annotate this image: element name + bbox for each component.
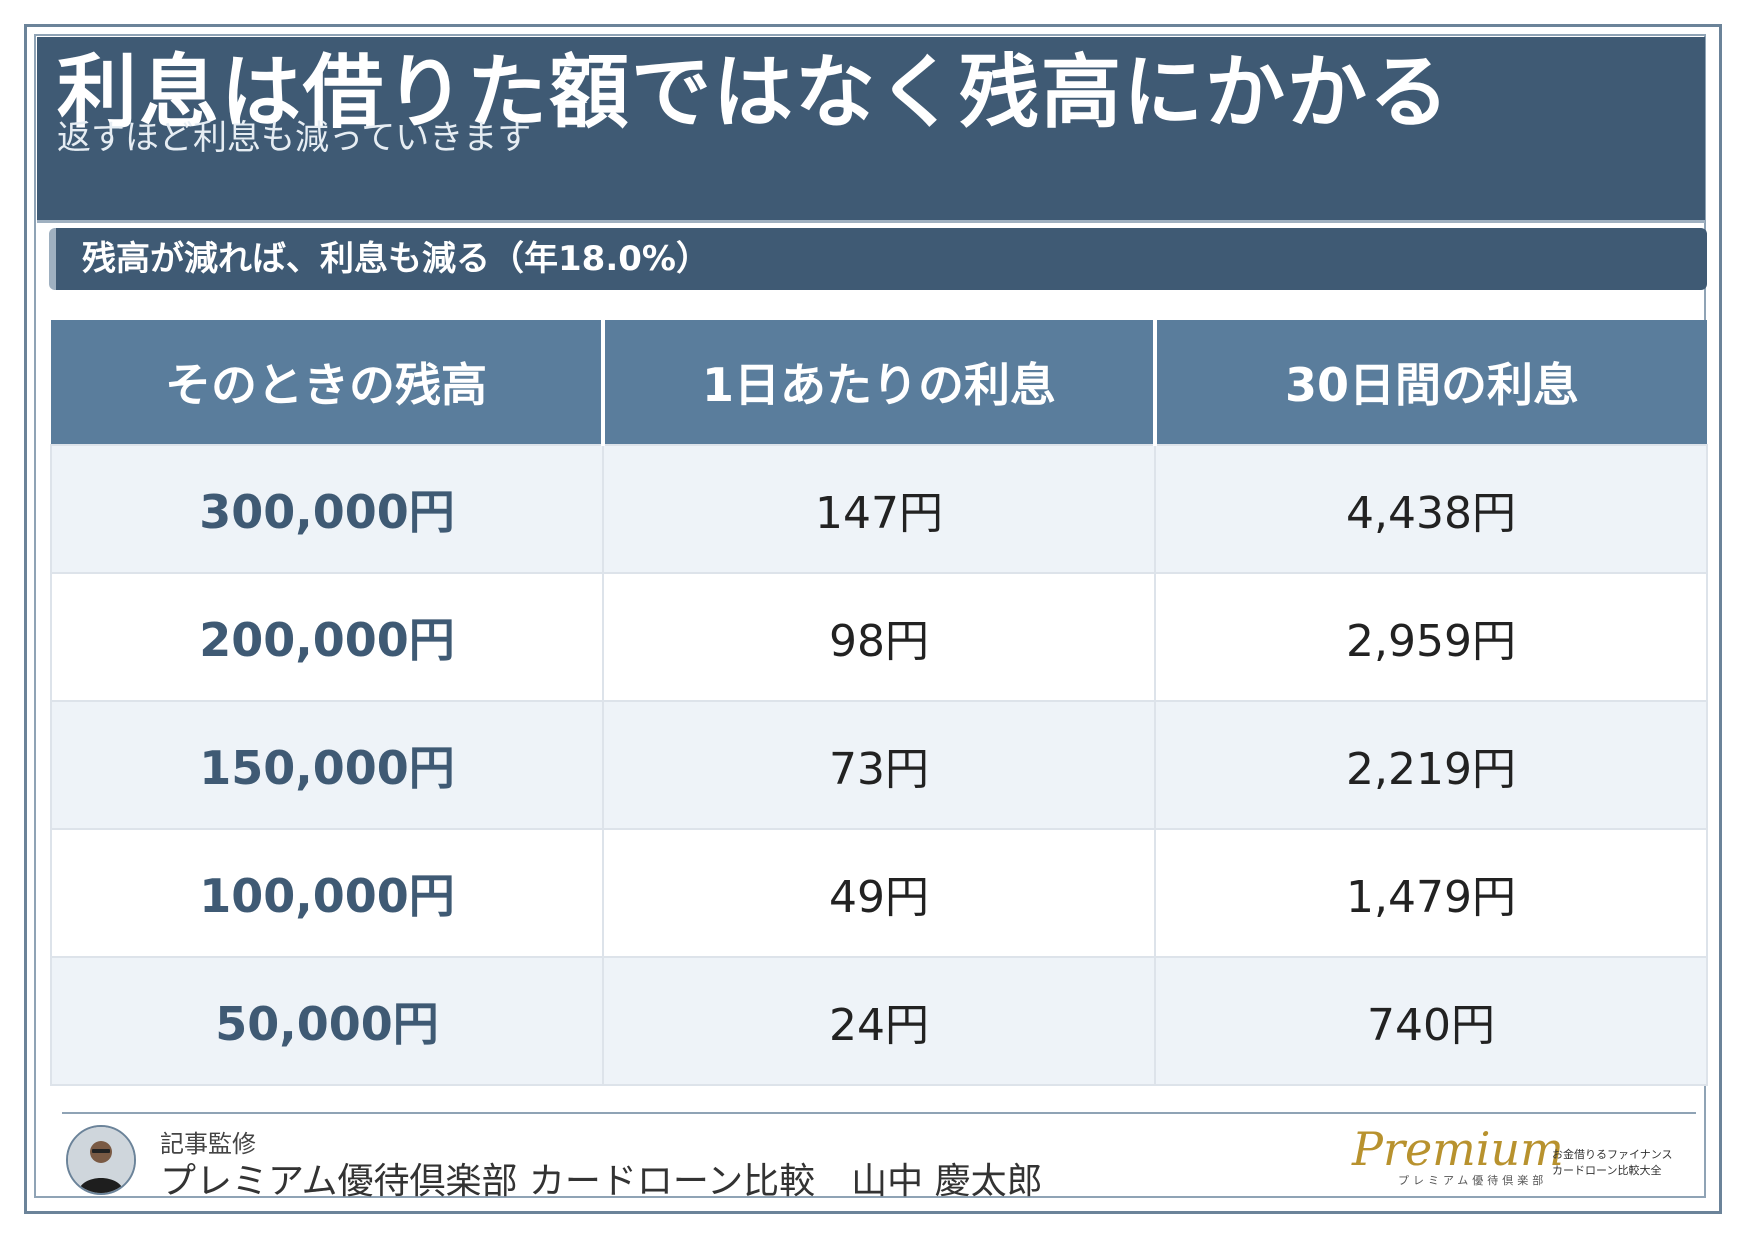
thirty-day-interest-cell: 1,479円 xyxy=(1154,828,1708,958)
balance-cell: 150,000円 xyxy=(50,700,604,830)
table-row: 50,000円 24円 740円 xyxy=(50,956,1708,1086)
person-icon xyxy=(68,1127,134,1193)
supervisor-avatar xyxy=(66,1125,136,1195)
column-header-daily-interest: 1日あたりの利息 xyxy=(603,320,1157,445)
daily-interest-cell: 98円 xyxy=(602,572,1156,702)
supervisor-label: 記事監修 xyxy=(160,1130,256,1158)
interest-table: そのときの残高 1日あたりの利息 30日間の利息 300,000円 147円 4… xyxy=(50,320,1708,1086)
section-heading-bar: 残高が減れば、利息も減る（年18.0%） xyxy=(49,228,1707,290)
premium-logo: Premium プレミアム優待倶楽部 お金借りるファイナンス カードローン比較大… xyxy=(1352,1126,1692,1196)
table-row: 300,000円 147円 4,438円 xyxy=(50,444,1708,574)
daily-interest-cell: 24円 xyxy=(602,956,1156,1086)
column-header-30day-interest: 30日間の利息 xyxy=(1155,320,1707,445)
logo-tagline-2: カードローン比較大全 xyxy=(1552,1164,1662,1177)
balance-cell: 100,000円 xyxy=(50,828,604,958)
thirty-day-interest-cell: 2,219円 xyxy=(1154,700,1708,830)
column-header-balance: そのときの残高 xyxy=(51,320,605,445)
thirty-day-interest-cell: 4,438円 xyxy=(1154,444,1708,574)
balance-cell: 300,000円 xyxy=(50,444,604,574)
table-row: 100,000円 49円 1,479円 xyxy=(50,828,1708,958)
page-title: 利息は借りた額ではなく残高にかかる xyxy=(57,46,1451,139)
table-header-row: そのときの残高 1日あたりの利息 30日間の利息 xyxy=(51,320,1707,445)
balance-cell: 50,000円 xyxy=(50,956,604,1086)
table-row: 150,000円 73円 2,219円 xyxy=(50,700,1708,830)
section-heading: 残高が減れば、利息も減る（年18.0%） xyxy=(82,239,710,279)
thirty-day-interest-cell: 2,959円 xyxy=(1154,572,1708,702)
logo-script-text: Premium xyxy=(1352,1122,1564,1176)
daily-interest-cell: 147円 xyxy=(602,444,1156,574)
page-subtitle: 返すほど利息も減っていきます xyxy=(57,118,532,158)
daily-interest-cell: 49円 xyxy=(602,828,1156,958)
page-header: 利息は借りた額ではなく残高にかかる 返すほど利息も減っていきます xyxy=(37,37,1705,223)
supervisor-name: プレミアム優待倶楽部 カードローン比較 山中 慶太郎 xyxy=(160,1161,1043,1202)
balance-cell: 200,000円 xyxy=(50,572,604,702)
table-row: 200,000円 98円 2,959円 xyxy=(50,572,1708,702)
footer-divider xyxy=(62,1112,1696,1114)
logo-tagline-1: お金借りるファイナンス xyxy=(1552,1148,1673,1161)
logo-subtext: プレミアム優待倶楽部 xyxy=(1398,1174,1548,1187)
thirty-day-interest-cell: 740円 xyxy=(1154,956,1708,1086)
daily-interest-cell: 73円 xyxy=(602,700,1156,830)
